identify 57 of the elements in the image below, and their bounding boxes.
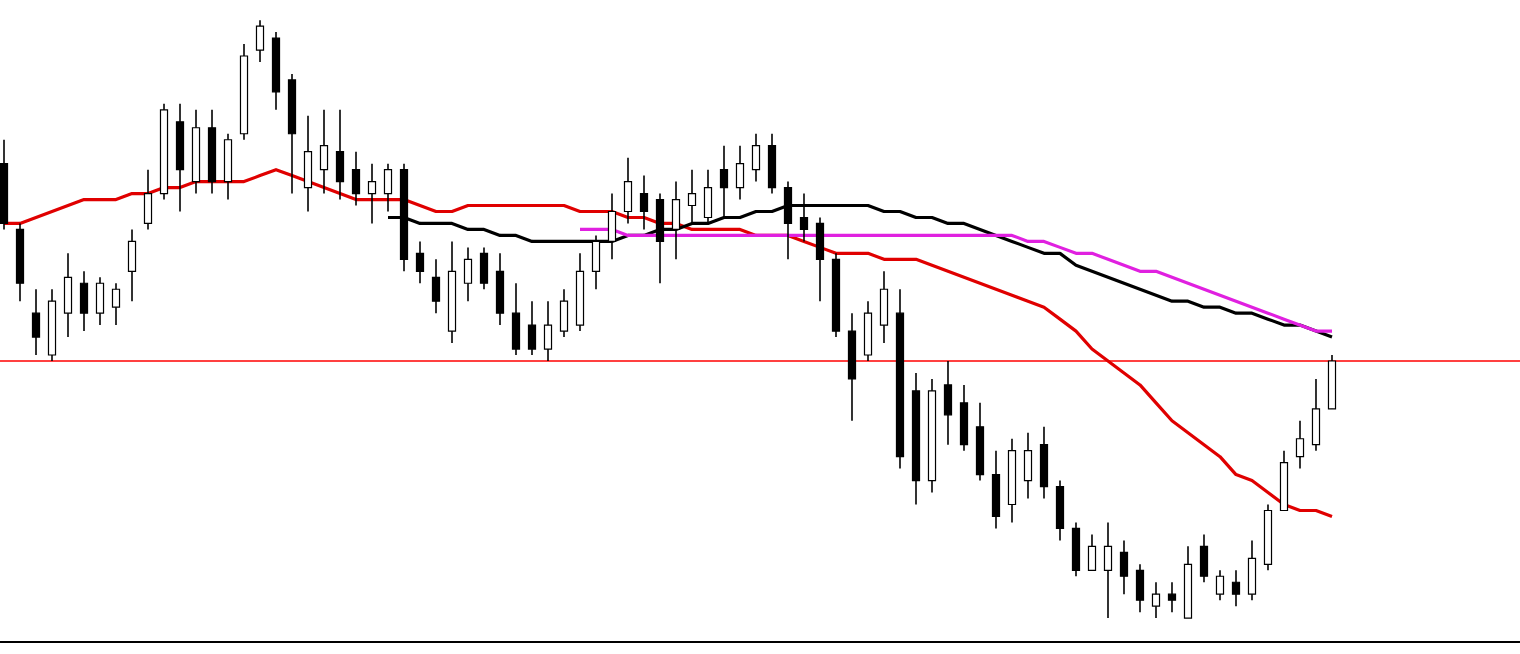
candlestick: [879, 270, 889, 344]
candlestick: [367, 162, 377, 225]
candlestick: [111, 282, 121, 326]
candlestick: [1023, 431, 1033, 500]
candlestick: [975, 402, 985, 482]
candlestick: [1039, 425, 1049, 500]
candlestick: [543, 300, 553, 362]
candlestick: [79, 270, 89, 332]
candlestick: [1231, 569, 1241, 607]
candlestick: [303, 115, 313, 213]
candlestick: [127, 228, 137, 302]
candlestick: [847, 312, 857, 422]
candlestick: [863, 300, 873, 362]
candlestick: [959, 384, 969, 452]
candlestick: [1103, 521, 1113, 619]
candlestick: [1247, 539, 1257, 601]
candlestick: [511, 282, 521, 356]
candlestick: [335, 109, 345, 201]
candlestick: [623, 156, 633, 225]
candlestick: [527, 300, 537, 356]
candlestick: [1119, 539, 1129, 595]
candlestick: [63, 252, 73, 338]
candlestick: [431, 258, 441, 314]
candlestick: [479, 246, 489, 291]
candlestick: [463, 246, 473, 302]
candlestick: [639, 174, 649, 231]
candlestick: [255, 19, 265, 63]
candlestick: [1167, 581, 1177, 613]
candlestick: [1135, 563, 1145, 613]
candlestick: [1087, 533, 1097, 572]
candlestick: [383, 162, 393, 213]
candlestick: [223, 132, 233, 201]
candlestick: [1151, 581, 1161, 619]
candlestick: [1071, 521, 1081, 578]
candlestick: [31, 288, 41, 356]
candlestick: [1295, 419, 1305, 470]
candlestick: [175, 103, 185, 213]
candlestick: [415, 240, 425, 285]
candlestick: [495, 252, 505, 326]
candlestick: [1279, 449, 1289, 512]
candlestick: [991, 449, 1001, 530]
candlestick: [1199, 533, 1209, 584]
candlestick: [767, 132, 777, 195]
candlestick: [1215, 569, 1225, 601]
candlestick: [351, 150, 361, 207]
candlestick: [95, 276, 105, 326]
candlestick: [735, 144, 745, 201]
candlestick: [751, 132, 761, 183]
candlestick: [1311, 378, 1321, 452]
candlestick: [1055, 479, 1065, 542]
candlestick: [559, 288, 569, 338]
candlestick: [1327, 354, 1337, 410]
candlestick: [319, 109, 329, 195]
candlestick: [815, 216, 825, 302]
candlestick: [591, 234, 601, 291]
candlestick: [943, 360, 953, 446]
candlestick: [143, 168, 153, 231]
